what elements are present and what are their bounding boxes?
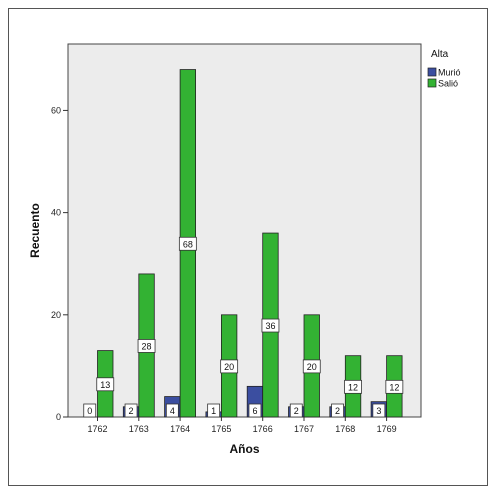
data-label-box [302, 359, 321, 374]
data-label-box [248, 403, 262, 418]
y-tick-label: 20 [51, 310, 61, 320]
x-tick-label: 1765 [211, 424, 231, 434]
x-axis-title: Años [230, 442, 260, 456]
x-tick-label: 1768 [335, 424, 355, 434]
data-label: 2 [129, 406, 134, 416]
data-label-box [331, 403, 344, 418]
data-label: 2 [294, 406, 299, 416]
data-label-box [372, 403, 386, 418]
legend-swatch-murió [427, 67, 437, 77]
legend-title: Alta [431, 49, 449, 60]
data-label-box [220, 359, 239, 374]
x-axis: 1762 1763 1764 1765 1766 1767 1768 1769 [87, 417, 397, 434]
legend-swatch-salió [427, 78, 437, 88]
y-tick-label: 40 [51, 208, 61, 218]
y-tick-label: 0 [56, 412, 61, 422]
y-axis: 0 20 40 60 [51, 105, 68, 422]
x-tick-label: 1764 [170, 424, 190, 434]
data-label-box [207, 403, 221, 418]
x-tick-label: 1763 [129, 424, 149, 434]
plot-area [67, 43, 422, 418]
data-label-box [83, 403, 97, 418]
legend-label-salió: Salió [438, 79, 458, 89]
data-label-box [137, 339, 156, 353]
x-tick-label: 1767 [294, 424, 314, 434]
data-label: 3 [376, 406, 381, 416]
data-label: 68 [183, 239, 193, 249]
data-label: 20 [307, 362, 317, 372]
data-label-box [165, 403, 179, 418]
y-tick-label: 60 [51, 105, 61, 115]
x-tick-label: 1766 [253, 424, 273, 434]
data-label: 20 [224, 362, 234, 372]
data-label: 12 [389, 382, 399, 392]
data-label-box [261, 318, 280, 333]
data-label-box [289, 403, 303, 418]
x-tick-label: 1769 [377, 424, 397, 434]
data-label-box [178, 236, 197, 251]
legend-label-murió: Murió [438, 68, 461, 78]
data-label-box [124, 403, 138, 418]
data-label: 36 [265, 321, 275, 331]
data-label: 4 [170, 406, 175, 416]
data-label: 1 [211, 406, 216, 416]
data-label: 13 [100, 380, 110, 390]
data-label-box [96, 377, 115, 392]
x-tick-label: 1762 [87, 424, 107, 434]
data-label-box [344, 379, 362, 394]
data-label-box [385, 379, 404, 394]
data-label: 28 [142, 341, 152, 351]
data-label: 12 [348, 382, 358, 392]
data-label: 2 [335, 406, 340, 416]
data-labels-group: 0 13 2 28 4 68 1 20 6 36 2 20 2 12 3 12 [83, 236, 404, 418]
data-label: 0 [87, 406, 92, 416]
data-label: 6 [252, 406, 257, 416]
y-axis-title: Recuento [28, 203, 42, 258]
